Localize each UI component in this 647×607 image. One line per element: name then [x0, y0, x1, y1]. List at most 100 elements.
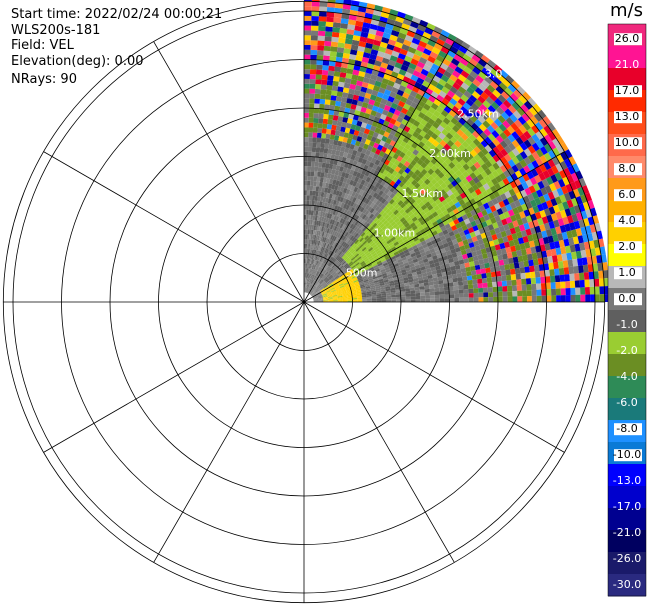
velocity-cell: [489, 229, 497, 236]
velocity-cell: [338, 272, 344, 277]
velocity-cell: [439, 248, 446, 254]
velocity-cell: [510, 172, 519, 181]
velocity-cell: [324, 227, 328, 233]
velocity-cell: [316, 260, 320, 266]
velocity-cell: [448, 231, 455, 237]
velocity-cell: [353, 251, 359, 257]
velocity-cell: [450, 186, 458, 194]
velocity-cell: [333, 273, 338, 278]
velocity-cell: [435, 136, 443, 144]
velocity-cell: [352, 34, 361, 42]
velocity-cell: [353, 64, 361, 71]
velocity-cell: [443, 259, 450, 265]
velocity-cell: [345, 285, 351, 289]
velocity-cell: [361, 191, 368, 197]
velocity-cell: [342, 167, 348, 173]
velocity-cell: [344, 256, 349, 261]
velocity-cell: [477, 142, 485, 151]
velocity-cell: [320, 142, 325, 149]
velocity-cell: [498, 82, 508, 91]
velocity-cell: [374, 247, 380, 253]
velocity-cell: [483, 292, 489, 298]
velocity-cell: [316, 215, 320, 221]
velocity-cell: [507, 209, 515, 217]
velocity-cell: [342, 187, 348, 194]
velocity-cell: [469, 231, 477, 238]
velocity-cell: [321, 290, 326, 294]
velocity-cell: [418, 111, 426, 119]
velocity-cell: [304, 180, 308, 186]
velocity-cell: [329, 134, 335, 140]
velocity-cell: [342, 242, 347, 248]
velocity-cell: [365, 176, 372, 183]
velocity-cell: [315, 74, 322, 80]
velocity-cell: [527, 154, 536, 163]
velocity-cell: [304, 175, 308, 181]
velocity-cell: [455, 222, 462, 229]
velocity-cell: [402, 18, 412, 26]
colorbar-border: [607, 23, 647, 597]
velocity-cell: [364, 210, 370, 216]
velocity-cell: [304, 78, 310, 84]
velocity-cell: [516, 218, 524, 226]
velocity-cell: [498, 180, 506, 189]
velocity-cell: [309, 278, 313, 284]
velocity-cell: [318, 11, 327, 17]
velocity-cell: [310, 35, 318, 41]
velocity-cell: [356, 292, 362, 296]
velocity-cell: [364, 170, 371, 177]
velocity-cell: [325, 279, 330, 284]
velocity-cell: [318, 300, 324, 302]
velocity-cell: [419, 155, 427, 162]
velocity-cell: [307, 283, 310, 288]
velocity-cell: [507, 196, 515, 204]
velocity-cell: [365, 287, 371, 291]
velocity-cell: [347, 295, 353, 298]
velocity-cell: [329, 269, 335, 274]
velocity-cell: [317, 30, 326, 37]
velocity-cell: [322, 252, 326, 258]
velocity-cell: [311, 264, 315, 270]
velocity-cell: [548, 221, 556, 229]
velocity-cell: [503, 128, 512, 138]
velocity-cell: [417, 273, 423, 278]
velocity-cell: [317, 225, 321, 231]
velocity-cell: [566, 230, 573, 239]
velocity-cell: [397, 144, 405, 152]
velocity-cell: [374, 205, 381, 212]
velocity-cell: [328, 114, 334, 120]
velocity-cell: [370, 74, 378, 81]
velocity-cell: [458, 144, 466, 152]
velocity-cell: [312, 295, 318, 299]
velocity-cell: [598, 270, 604, 279]
velocity-cell: [571, 251, 578, 260]
velocity-cell: [324, 286, 329, 290]
velocity-cell: [508, 240, 515, 247]
velocity-cell: [374, 239, 380, 245]
velocity-cell: [538, 264, 545, 271]
velocity-cell: [398, 230, 404, 237]
velocity-cell: [580, 249, 587, 258]
velocity-cell: [317, 245, 321, 251]
velocity-cell: [377, 235, 384, 241]
velocity-cell: [330, 251, 335, 257]
velocity-cell: [366, 211, 372, 218]
velocity-cell: [433, 246, 440, 252]
velocity-cell: [307, 229, 310, 235]
velocity-cell: [439, 139, 447, 148]
velocity-cell: [310, 45, 318, 51]
velocity-cell: [332, 164, 337, 170]
velocity-cell: [431, 211, 439, 218]
velocity-cell: [460, 267, 467, 273]
velocity-cell: [308, 127, 314, 133]
velocity-cell: [339, 166, 344, 172]
velocity-cell: [491, 276, 497, 283]
velocity-cell: [478, 292, 484, 298]
velocity-cell: [446, 189, 454, 197]
velocity-cell: [318, 298, 324, 300]
velocity-cell: [389, 91, 397, 99]
velocity-cell: [443, 286, 450, 291]
velocity-cell: [316, 293, 322, 296]
velocity-cell: [429, 235, 436, 242]
velocity-cell: [323, 299, 329, 301]
